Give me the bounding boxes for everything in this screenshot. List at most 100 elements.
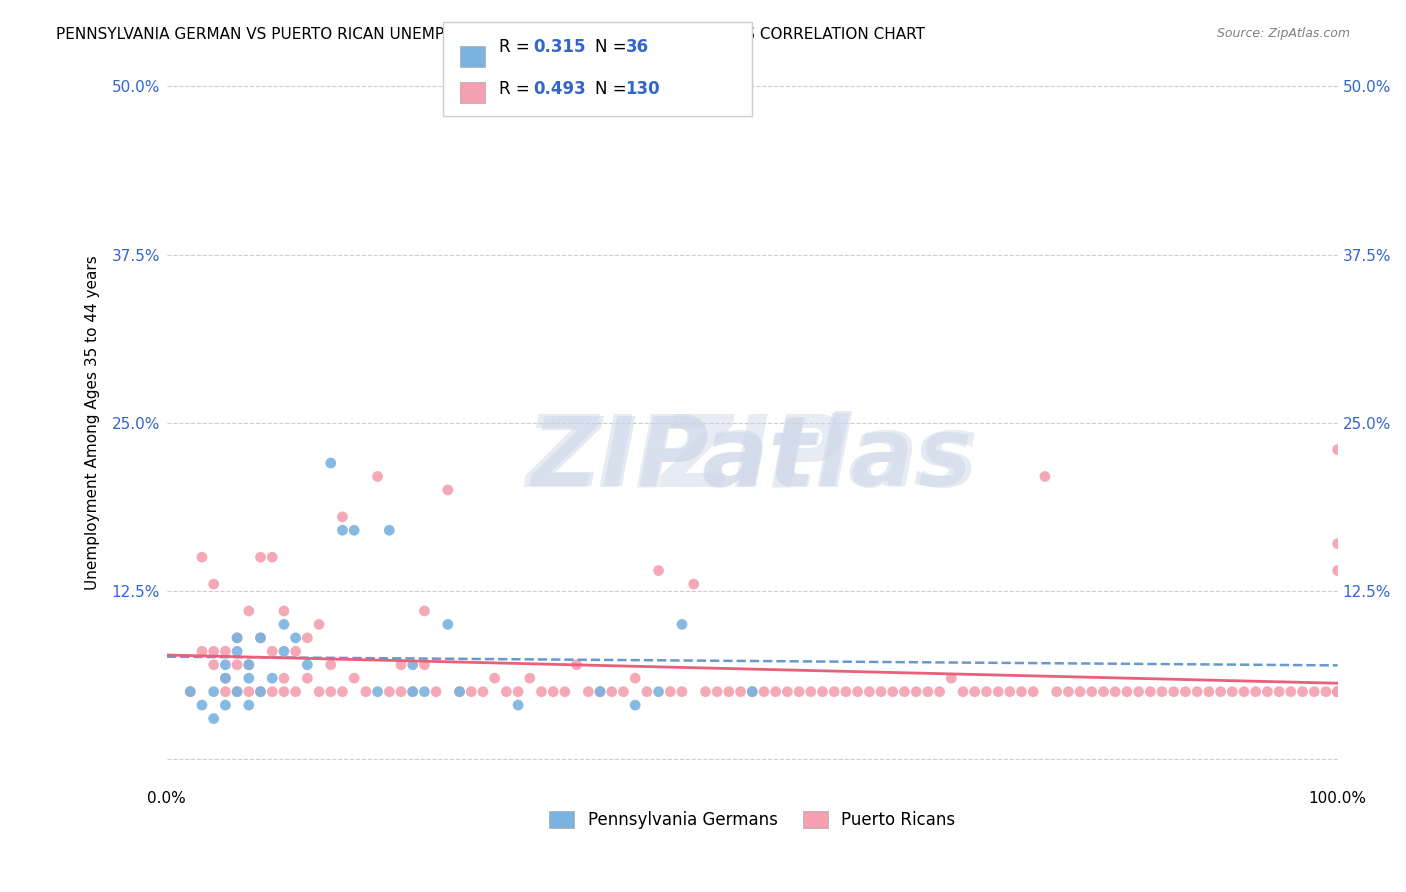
- Text: PENNSYLVANIA GERMAN VS PUERTO RICAN UNEMPLOYMENT AMONG AGES 35 TO 44 YEARS CORRE: PENNSYLVANIA GERMAN VS PUERTO RICAN UNEM…: [56, 27, 925, 42]
- Point: [1326, 537, 1348, 551]
- Point: [249, 684, 271, 698]
- Point: [741, 684, 763, 698]
- Point: [262, 644, 284, 658]
- Point: [273, 684, 295, 698]
- Point: [214, 684, 236, 698]
- Point: [202, 712, 225, 726]
- Point: [378, 684, 401, 698]
- Point: [1326, 684, 1348, 698]
- Point: [1233, 684, 1256, 698]
- Point: [367, 469, 389, 483]
- Point: [589, 684, 612, 698]
- Point: [928, 684, 950, 698]
- Point: [226, 631, 249, 645]
- Point: [1220, 684, 1243, 698]
- Point: [800, 684, 823, 698]
- Point: [682, 577, 704, 591]
- Point: [1279, 684, 1302, 698]
- Point: [1092, 684, 1115, 698]
- Point: [202, 644, 225, 658]
- Point: [273, 671, 295, 685]
- Point: [495, 684, 517, 698]
- Point: [191, 550, 214, 565]
- Point: [893, 684, 915, 698]
- Text: ZIPatlas: ZIPatlas: [531, 412, 973, 506]
- Point: [717, 684, 740, 698]
- Point: [1268, 684, 1291, 698]
- Point: [519, 671, 541, 685]
- Point: [214, 644, 236, 658]
- Point: [249, 684, 271, 698]
- Point: [343, 523, 366, 537]
- Point: [776, 684, 799, 698]
- Point: [249, 631, 271, 645]
- Point: [1069, 684, 1091, 698]
- Point: [413, 657, 436, 672]
- Point: [1326, 564, 1348, 578]
- Point: [238, 657, 260, 672]
- Point: [506, 698, 529, 712]
- Point: [226, 684, 249, 698]
- Point: [343, 671, 366, 685]
- Point: [976, 684, 998, 698]
- Point: [1326, 684, 1348, 698]
- Point: [1326, 442, 1348, 457]
- Point: [238, 671, 260, 685]
- Point: [179, 684, 201, 698]
- Point: [695, 684, 717, 698]
- Point: [882, 684, 904, 698]
- Point: [238, 684, 260, 698]
- Point: [319, 684, 342, 698]
- Point: [1104, 684, 1126, 698]
- Point: [1244, 684, 1267, 698]
- Point: [202, 577, 225, 591]
- Point: [1291, 684, 1313, 698]
- Text: 0.315: 0.315: [533, 38, 585, 56]
- Point: [1046, 684, 1069, 698]
- Text: ZIPatlas: ZIPatlas: [526, 410, 979, 508]
- Point: [262, 550, 284, 565]
- Point: [624, 698, 647, 712]
- Point: [1326, 684, 1348, 698]
- Point: [541, 684, 564, 698]
- Point: [413, 684, 436, 698]
- Point: [1057, 684, 1080, 698]
- Point: [706, 684, 728, 698]
- Point: [238, 657, 260, 672]
- Point: [565, 657, 588, 672]
- Point: [308, 617, 330, 632]
- Point: [576, 684, 599, 698]
- Text: R =: R =: [499, 80, 530, 98]
- Point: [823, 684, 845, 698]
- Point: [262, 684, 284, 698]
- Point: [530, 684, 553, 698]
- Text: ZIP: ZIP: [661, 410, 844, 508]
- Point: [952, 684, 974, 698]
- Point: [284, 684, 307, 698]
- Point: [612, 684, 634, 698]
- Point: [636, 684, 658, 698]
- Text: 36: 36: [626, 38, 648, 56]
- Point: [1033, 469, 1056, 483]
- Point: [389, 657, 412, 672]
- Point: [484, 671, 506, 685]
- Point: [506, 684, 529, 698]
- Point: [1115, 684, 1137, 698]
- Point: [179, 684, 201, 698]
- Point: [284, 631, 307, 645]
- Point: [214, 671, 236, 685]
- Text: N =: N =: [595, 38, 626, 56]
- Point: [238, 698, 260, 712]
- Point: [1011, 684, 1033, 698]
- Point: [297, 657, 319, 672]
- Point: [332, 523, 354, 537]
- Text: N =: N =: [595, 80, 626, 98]
- Point: [730, 684, 752, 698]
- Text: Source: ZipAtlas.com: Source: ZipAtlas.com: [1216, 27, 1350, 40]
- Point: [437, 617, 460, 632]
- Point: [1185, 684, 1208, 698]
- Point: [1081, 684, 1104, 698]
- Point: [998, 684, 1021, 698]
- Point: [941, 671, 963, 685]
- Point: [846, 684, 869, 698]
